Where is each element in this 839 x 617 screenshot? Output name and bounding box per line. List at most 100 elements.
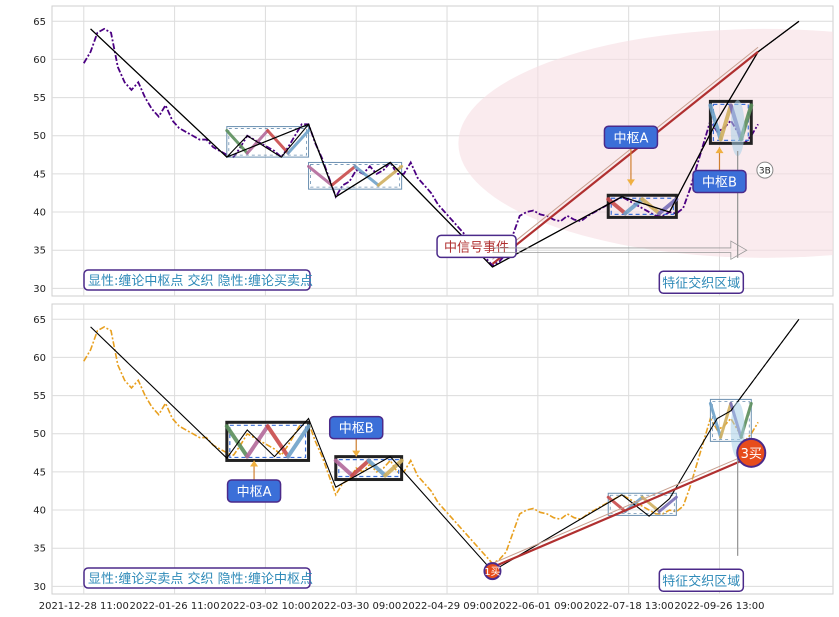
annotation-arrowhead [626, 179, 635, 186]
plot-area [51, 303, 834, 595]
region-label-box [658, 568, 745, 593]
extension-line [757, 20, 800, 53]
bsp-label: 3买 [741, 447, 762, 462]
annotation-text: 中枢B [339, 422, 374, 437]
focus-ellipse [730, 100, 745, 157]
zhongshu-bi [333, 458, 355, 478]
plot-body: 1买 3买 [83, 318, 800, 581]
zhongshu-bi [719, 401, 733, 439]
zhongshu-bi [265, 424, 291, 459]
region-label: 特征交织区域 [658, 568, 745, 593]
region-label: 特征交织区域 [658, 270, 745, 295]
annotation-box [692, 169, 747, 194]
zhongshu-inner [609, 494, 675, 514]
y-tick-label: 65 [33, 315, 46, 326]
legend-label-text: 显性:缠论买卖点 交织 隐性:缠论中枢点 [88, 571, 313, 587]
zhongshu-bi [640, 495, 661, 513]
x-axis: 2021-12-28 11:00 2022-01-26 11:00 2022-03-… [39, 601, 765, 612]
bi-line [90, 318, 800, 572]
zhongshu-box [708, 99, 753, 145]
annotation-arrowhead [715, 147, 724, 154]
x-tick-label: 2022-04-29 09:00 [402, 601, 492, 612]
zhongshu-bi [623, 197, 645, 216]
y-tick-label: 65 [33, 17, 46, 28]
trend-line-red [492, 455, 752, 569]
zhongshu-bi [366, 458, 388, 478]
zhongshu-bi [245, 424, 270, 459]
y-tick-label: 55 [33, 93, 46, 104]
y-tick-label: 45 [33, 467, 46, 478]
legend-label-box [83, 269, 311, 291]
annotation-box [226, 479, 282, 503]
price-line [83, 27, 759, 267]
legend-label-box [83, 567, 311, 589]
y-tick-label: 45 [33, 169, 46, 180]
annotation-box [603, 125, 659, 150]
zhongshu-bi [606, 495, 627, 513]
zhongshu-box [607, 492, 677, 516]
zhongshu-bi [286, 424, 311, 459]
bsp-label-3b: 3B [759, 167, 771, 177]
zhongshu-box [226, 126, 310, 158]
annotation-arrowhead [352, 450, 361, 457]
zhongshu-bi [383, 458, 404, 478]
zhongshu-bi [718, 103, 733, 142]
trend-line-shadow [492, 46, 759, 260]
zhongshu-inner [228, 128, 307, 156]
x-tick-label: 2022-03-02 10:00 [220, 601, 310, 612]
zhongshu-bi [330, 164, 357, 187]
price-line [83, 325, 759, 565]
zhongshu-bi [225, 129, 249, 155]
zhongshu-box [308, 161, 403, 190]
y-tick-label: 40 [33, 208, 46, 219]
x-tick-label: 2022-06-01 09:00 [493, 601, 583, 612]
zhongshu-inner [712, 400, 750, 440]
trend-line-red [491, 50, 759, 265]
x-tick-label: 2022-01-26 11:00 [130, 601, 220, 612]
zhongshu-bi [307, 164, 334, 187]
annotation-text: 中枢A [237, 485, 272, 500]
x-tick-label: 2022-07-18 13:00 [584, 601, 674, 612]
y-tick-label: 60 [33, 55, 46, 66]
extension-line [730, 318, 800, 412]
y-tick-label: 50 [33, 429, 46, 440]
zhongshu-box [225, 420, 311, 462]
annotation-arrowhead [250, 460, 259, 467]
x-tick-label: 2022-03-30 09:00 [311, 601, 401, 612]
bi-line [90, 20, 800, 268]
region-label-text: 特征交织区域 [662, 573, 740, 589]
y-tick-label: 50 [33, 131, 46, 142]
y-tick-label: 30 [33, 582, 46, 593]
zhongshu-inner [310, 164, 401, 188]
zhongshu-bi [708, 103, 723, 142]
bsp-marker [483, 562, 502, 581]
bsp-label: 1买 [484, 566, 500, 578]
zhongshu-bi [353, 164, 380, 187]
zhongshu-bi [350, 458, 371, 478]
zhongshu-bi [266, 129, 290, 155]
y-tick-label: 55 [33, 391, 46, 402]
legend-label: 显性:缠论中枢点 交织 隐性:缠论买卖点 [83, 269, 313, 291]
x-tick-label: 2021-12-28 11:00 [39, 601, 129, 612]
hollow-arrow [492, 240, 748, 261]
x-tick-label: 2022-09-26 13:00 [674, 601, 764, 612]
y-tick-label: 30 [33, 284, 46, 295]
annotation-box [436, 234, 517, 259]
zhongshu-box [606, 193, 678, 219]
annotation-box [328, 415, 384, 440]
zhongshu-bi [657, 197, 679, 216]
zhongshu-box [334, 455, 404, 482]
legend-label-text: 显性:缠论中枢点 交织 隐性:缠论买卖点 [88, 273, 313, 289]
annotation-text: 中枢A [613, 131, 648, 146]
y-tick-label: 40 [33, 506, 46, 517]
zhongshu-box [709, 398, 752, 442]
zhongshu-bi [224, 424, 250, 459]
trend-line-shadow [492, 452, 752, 564]
zhongshu-bi [657, 495, 678, 513]
bsp-marker-3b [756, 161, 774, 179]
zhongshu-bi [286, 129, 311, 155]
legend-label: 显性:缠论买卖点 交织 隐性:缠论中枢点 [83, 567, 313, 589]
